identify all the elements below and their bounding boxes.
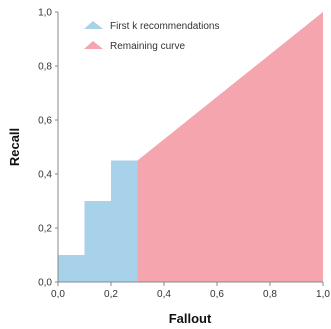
legend-swatch-1 <box>84 21 103 29</box>
legend: First k recommendations Remaining curve <box>84 21 219 52</box>
x-tick-label: 0,4 <box>157 289 171 300</box>
plot-areas <box>58 12 323 282</box>
y-tick-label: 0,2 <box>38 224 52 235</box>
area-series-1 <box>58 160 138 282</box>
y-tick-label: 1,0 <box>38 8 52 19</box>
x-tick-label: 0,2 <box>104 289 118 300</box>
x-ticks: 0,0 0,2 0,4 0,6 0,8 1,0 <box>51 282 330 300</box>
y-tick-label: 0,0 <box>38 278 52 289</box>
area-series-2 <box>137 12 323 282</box>
axes <box>57 12 323 283</box>
x-tick-label: 0,6 <box>210 289 224 300</box>
legend-label-1: First k recommendations <box>110 21 219 32</box>
y-tick-label: 0,4 <box>38 170 52 181</box>
x-axis-title: Fallout <box>169 311 212 326</box>
y-ticks: 0,0 0,2 0,4 0,6 0,8 1,0 <box>38 8 58 289</box>
y-axis-title: Recall <box>7 128 22 166</box>
x-tick-label: 0,8 <box>263 289 277 300</box>
legend-label-2: Remaining curve <box>110 41 185 52</box>
legend-swatch-2 <box>84 41 103 49</box>
x-tick-label: 0,0 <box>51 289 65 300</box>
x-tick-label: 1,0 <box>316 289 330 300</box>
y-tick-label: 0,8 <box>38 62 52 73</box>
y-tick-label: 0,6 <box>38 116 52 127</box>
